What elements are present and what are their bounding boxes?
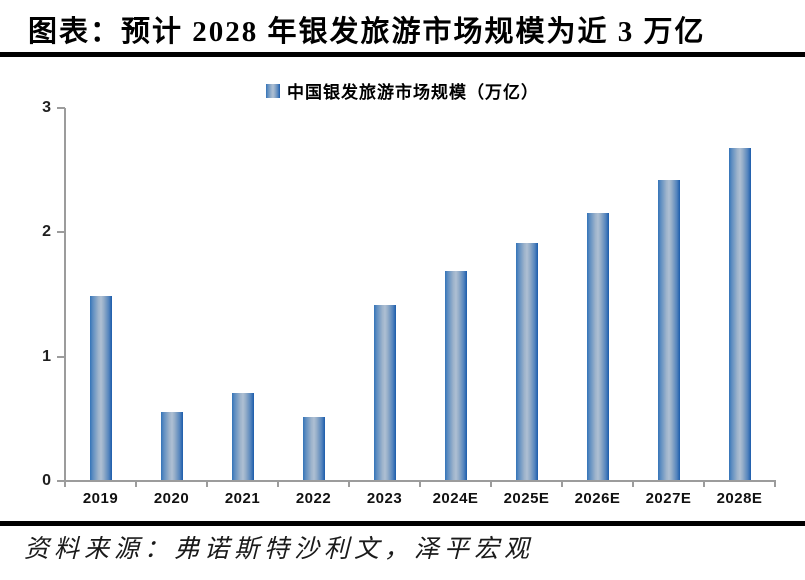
x-tick-label: 2024E [432,490,479,507]
x-tick [348,482,350,487]
y-tick [57,107,65,109]
bar-2020 [160,411,183,480]
bar-2028E [728,148,751,480]
x-tick-label: 2019 [82,490,119,507]
x-tick-label: 2027E [645,490,692,507]
x-tick-label: 2025E [503,490,550,507]
x-tick [561,482,563,487]
x-tick-label: 2026E [574,490,621,507]
bar-2026E [586,212,609,480]
y-tick [57,480,65,482]
title-divider [0,52,805,57]
x-tick-label: 2023 [366,490,403,507]
x-tick [277,482,279,487]
x-tick [135,482,137,487]
x-axis-line [64,480,776,482]
y-axis-line [64,108,66,483]
y-tick-label: 3 [42,99,51,116]
bar-2024E [444,271,467,480]
x-tick [774,482,776,487]
x-tick [206,482,208,487]
x-tick [64,482,66,487]
chart-legend: 中国银发旅游市场规模（万亿） [0,78,805,103]
bar-2019 [89,296,112,480]
y-tick-label: 1 [42,347,51,365]
y-tick [57,355,65,358]
x-tick [419,482,421,487]
footer-divider [0,521,805,526]
bar-2025E [515,242,538,480]
x-tick-label: 2021 [224,490,261,507]
chart-title: 图表：预计 2028 年银发旅游市场规模为近 3 万亿 [28,16,706,48]
source-note: 资料来源：弗诺斯特沙利文，泽平宏观 [24,536,535,563]
x-tick-label: 2020 [153,490,190,507]
bar-2022 [302,416,325,480]
bar-chart-plot: 0 1 2 3 2019 2020 2021 2022 2023 2024E 2025E 2026E… [42,100,776,507]
legend-marker-icon [266,83,280,98]
legend-label: 中国银发旅游市场规模（万亿） [287,83,539,102]
x-tick-label: 2028E [716,490,763,507]
bar-2023 [373,304,396,480]
x-tick [490,482,492,487]
x-tick [632,482,634,487]
x-tick-label: 2022 [295,490,332,507]
bar-2027E [657,180,680,480]
y-tick-label: 0 [42,472,51,489]
y-tick-label: 2 [42,223,51,241]
y-tick [57,231,65,234]
bar-2021 [231,392,254,480]
x-tick [703,482,705,487]
